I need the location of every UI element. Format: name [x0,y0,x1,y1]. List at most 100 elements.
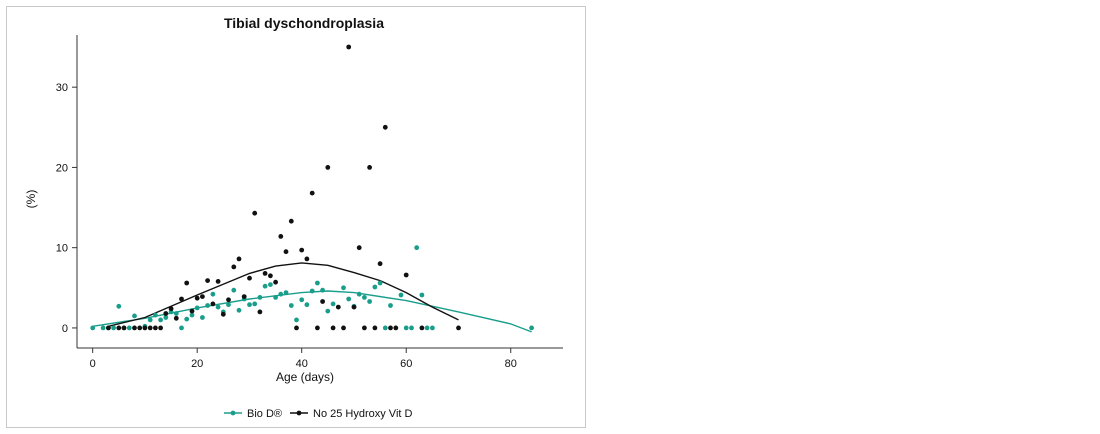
point-series-2 [367,165,372,170]
point-series-2 [241,294,247,299]
point-series-1 [315,280,320,286]
trend-line-series-2 [108,262,459,327]
point-series-2 [351,304,357,310]
point-series-1 [288,303,294,308]
point-series-2 [403,272,409,278]
point-series-2 [372,325,378,331]
point-series-1 [205,303,211,308]
x-tick-label: 0 [90,358,96,370]
point-series-1 [231,287,237,293]
point-series-1 [346,296,352,302]
point-series-2 [137,325,143,331]
x-tick-label: 80 [505,358,517,370]
point-series-1 [283,290,289,295]
point-series-1 [257,295,263,300]
x-axis-label: Age (days) [276,370,334,384]
point-series-1 [158,317,164,323]
point-series-1 [356,291,362,297]
point-series-2 [226,297,231,303]
point-series-1 [330,301,336,307]
point-series-2 [393,325,399,331]
chart-svg: Tibial dyschondroplasia 0 20 40 60 80 0 10 20 30… [24,15,563,420]
point-series-2 [320,299,325,304]
point-series-1 [341,285,346,291]
point-series-1 [388,303,393,308]
point-series-1 [309,288,315,294]
point-series-2 [382,124,388,130]
y-axis-label: (%) [24,190,38,209]
point-series-2 [362,325,367,331]
point-series-2 [325,165,331,170]
point-series-2 [142,325,148,331]
point-series-2 [205,278,211,283]
legend-label: Bio D® [247,408,282,420]
point-series-1 [299,297,305,303]
point-series-1 [100,325,106,331]
point-series-2 [356,245,362,251]
point-series-2 [294,325,299,331]
point-series-2 [377,261,383,267]
point-series-2 [273,279,278,285]
point-series-2 [184,280,190,286]
point-series-1 [252,301,258,307]
point-series-1 [132,313,137,319]
point-series-1 [419,292,425,298]
point-series-2 [346,44,352,50]
point-series-1 [367,299,372,304]
point-series-2 [220,311,226,317]
point-series-1 [424,325,430,331]
point-series-2 [304,256,310,262]
point-series-1 [163,315,169,320]
chart-title: Tibial dyschondroplasia [224,15,384,31]
point-series-1 [90,325,96,331]
point-series-1 [278,291,284,297]
point-series-2 [173,315,179,321]
legend: Bio D® No 25 Hydroxy Vit D [224,408,413,420]
point-series-2 [309,190,315,196]
point-series-2 [147,325,153,331]
point-series-1 [126,325,132,331]
point-series-1 [215,304,221,310]
point-series-2 [236,256,242,262]
point-series-2 [106,325,111,331]
point-series-1 [268,282,273,287]
point-series-1 [325,308,331,314]
point-series-1 [226,302,231,308]
point-series-1 [184,316,190,322]
point-series-2 [315,325,320,331]
point-series-2 [116,325,122,331]
point-series-2 [257,309,263,315]
point-series-2 [231,264,237,270]
point-series-1 [200,315,205,320]
point-series-2 [299,247,305,253]
point-series-2 [335,304,341,310]
point-series-2 [215,279,221,284]
x-tick-label: 20 [191,358,203,370]
point-series-2 [210,301,216,307]
point-series-1 [247,302,252,308]
point-series-1 [403,325,409,331]
y-tick-label: 0 [62,323,68,335]
point-series-1 [153,312,158,318]
point-series-1 [194,305,200,311]
point-series-2 [163,311,169,316]
point-series-1 [382,325,388,331]
x-tick-label: 40 [296,358,308,370]
chart-frame: Tibial dyschondroplasia 0 20 40 60 80 0 10 20 30… [6,6,586,428]
trend-line-series-1 [92,290,532,333]
point-series-1 [414,245,420,251]
point-series-2 [419,325,425,331]
legend-label: No 25 Hydroxy Vit D [313,408,413,420]
point-series-1 [430,325,435,331]
legend-swatch-marker [230,410,236,416]
point-series-2 [341,325,346,331]
point-series-2 [132,325,137,331]
point-series-1 [179,325,184,331]
point-series-2 [283,249,289,255]
point-series-2 [388,325,393,331]
point-series-2 [168,306,174,312]
point-series-1 [116,303,122,309]
point-series-1 [409,325,414,331]
point-series-2 [262,271,268,276]
data-points [90,44,534,331]
